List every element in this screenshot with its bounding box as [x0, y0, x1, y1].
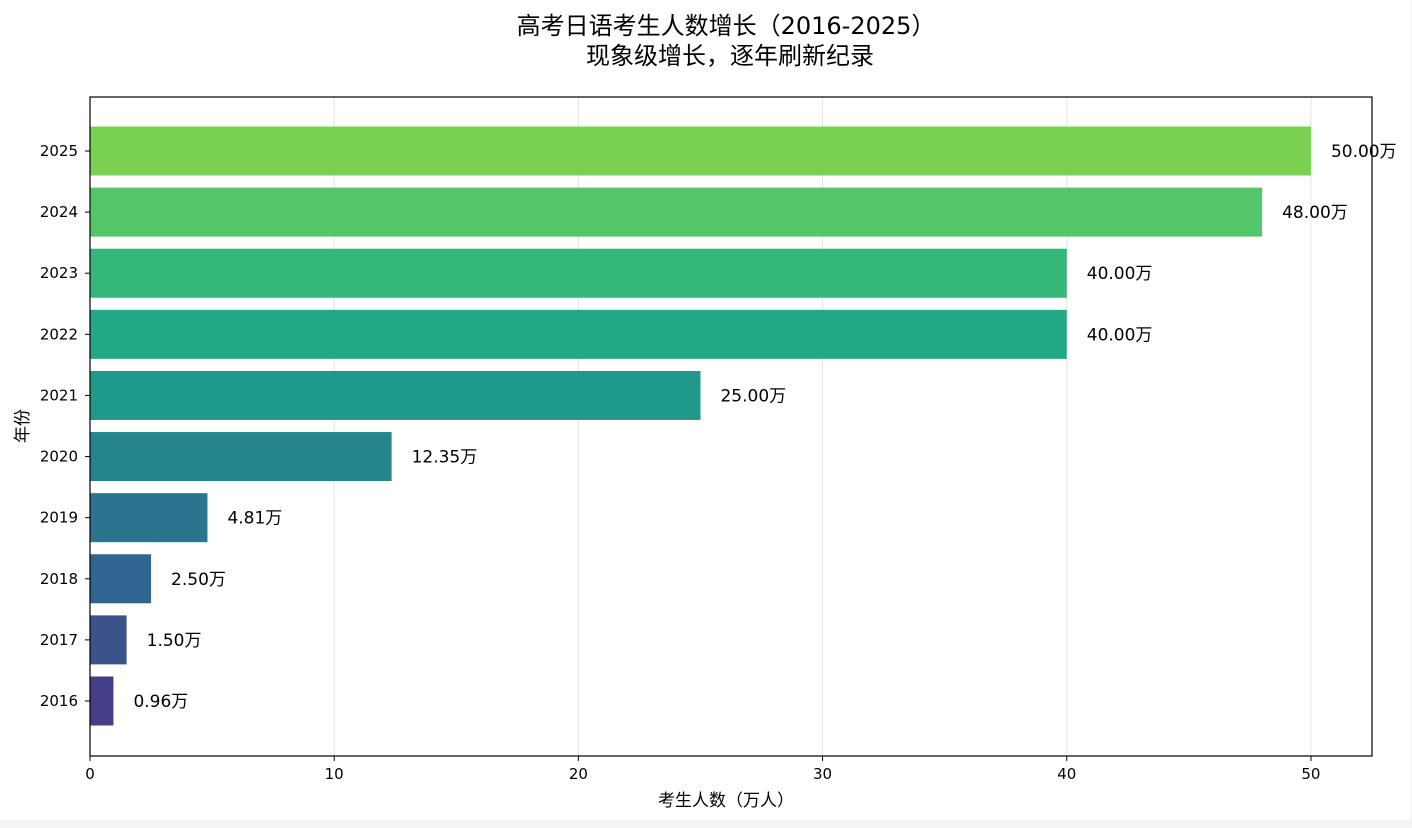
value-label-2021: 25.00万: [720, 386, 786, 406]
value-label-2018: 2.50万: [171, 570, 226, 590]
bar-2025: [90, 126, 1311, 176]
y-tick-label-2017: 2017: [40, 631, 78, 649]
x-tick-label: 30: [813, 765, 832, 783]
x-tick-label: 10: [325, 765, 344, 783]
y-tick-label-2025: 2025: [40, 142, 78, 160]
y-axis-label: 年份: [13, 409, 33, 443]
bar-2023: [90, 248, 1067, 298]
bar-2024: [90, 187, 1263, 237]
plot-frame: [89, 96, 1373, 757]
chart-title: 高考日语考生人数增长（2016-2025）: [517, 12, 936, 40]
value-label-2022: 40.00万: [1087, 325, 1153, 345]
chart-subtitle: 现象级增长，逐年刷新纪录: [586, 42, 874, 70]
y-tick-label-2019: 2019: [40, 509, 78, 527]
x-tick-label: 40: [1057, 765, 1076, 783]
value-label-2023: 40.00万: [1087, 264, 1153, 284]
bar-2019: [90, 493, 208, 543]
value-label-2020: 12.35万: [412, 448, 478, 468]
value-label-2025: 50.00万: [1331, 142, 1397, 162]
bar-2021: [90, 370, 701, 420]
bar-2016: [90, 676, 114, 726]
value-label-2024: 48.00万: [1282, 203, 1348, 223]
value-label-2017: 1.50万: [147, 631, 202, 651]
y-tick-label-2021: 2021: [40, 386, 78, 404]
y-tick-label-2022: 2022: [40, 325, 78, 343]
bars: [90, 126, 1311, 726]
value-labels: 0.96万 1.50万 2.50万 4.81万 12.35万 25.00万 40.00万 40…: [133, 142, 1396, 712]
bar-2017: [90, 615, 127, 665]
x-tick-label: 20: [569, 765, 588, 783]
bar-2020: [90, 432, 392, 482]
y-tick-label-2023: 2023: [40, 264, 78, 282]
axis-ticks: 0 10 20 30 40 50 2016 2017 2018 2019 2020 2021 2022 2…: [40, 142, 1321, 783]
y-tick-label-2024: 2024: [40, 203, 78, 221]
bar-2018: [90, 554, 152, 604]
bar-2022: [90, 309, 1067, 359]
value-label-2016: 0.96万: [133, 692, 188, 712]
y-tick-label-2020: 2020: [40, 448, 78, 466]
x-tick-label: 50: [1301, 765, 1320, 783]
value-label-2019: 4.81万: [227, 509, 282, 529]
x-axis-label: 考生人数（万人）: [658, 791, 794, 811]
y-tick-label-2018: 2018: [40, 570, 78, 588]
y-tick-label-2016: 2016: [40, 692, 78, 710]
x-tick-label: 0: [85, 765, 95, 783]
